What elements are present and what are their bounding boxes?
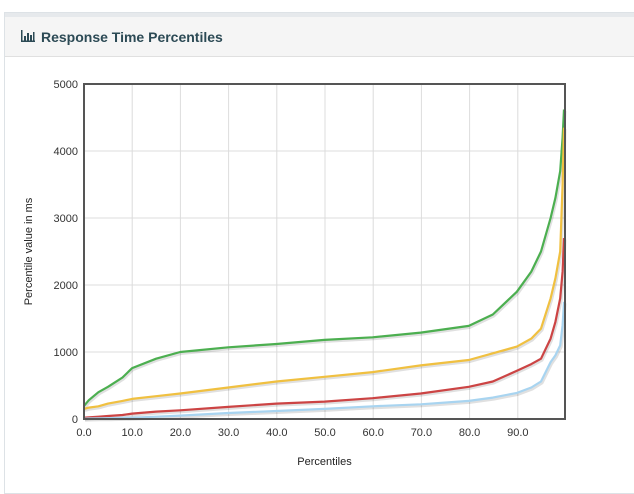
- x-tick-label: 80.0: [459, 427, 480, 439]
- y-tick-label: 3000: [54, 213, 78, 225]
- y-tick-label: 4000: [54, 146, 78, 158]
- y-tick-label: 1000: [54, 347, 78, 359]
- x-tick-label: 10.0: [121, 427, 142, 439]
- plot-frame: [83, 83, 566, 420]
- panel-title-text: Response Time Percentiles: [41, 28, 223, 45]
- chart-svg: 0.0 10.0 20.0 30.0 40.0 50.0 60.0 70.0 80.0 90.0 0…: [23, 79, 567, 468]
- x-tick-label: 20.0: [170, 427, 191, 439]
- y-tick-label: 5000: [54, 79, 78, 91]
- x-tick-label: 90.0: [507, 427, 528, 439]
- series-green-shadow: [83, 110, 567, 409]
- response-time-panel: Response Time Percentiles: [4, 12, 634, 494]
- series-red: [83, 238, 566, 419]
- series-red-shadow: [84, 239, 567, 421]
- series-yellow-shadow: [84, 129, 567, 412]
- bar-chart-icon: [21, 29, 35, 45]
- y-tick-label: 0: [72, 414, 78, 426]
- series-yellow: [83, 127, 566, 410]
- panel-heading: Response Time Percentiles: [5, 13, 634, 57]
- panel-title: Response Time Percentiles: [21, 29, 223, 45]
- x-tick-label: 60.0: [362, 427, 383, 439]
- x-tick-label: 50.0: [314, 427, 335, 439]
- x-tick-label: 70.0: [411, 427, 432, 439]
- x-tick-label: 30.0: [218, 427, 239, 439]
- y-axis-label: Percentile value in ms: [23, 197, 35, 305]
- x-tick-label: 40.0: [266, 427, 287, 439]
- x-axis-label: Percentiles: [297, 456, 352, 468]
- percentiles-chart: 0.0 10.0 20.0 30.0 40.0 50.0 60.0 70.0 80.0 90.0 0…: [23, 79, 567, 468]
- y-tick-label: 2000: [54, 280, 78, 292]
- series-green: [83, 109, 566, 407]
- x-tick-label: 0.0: [76, 427, 91, 439]
